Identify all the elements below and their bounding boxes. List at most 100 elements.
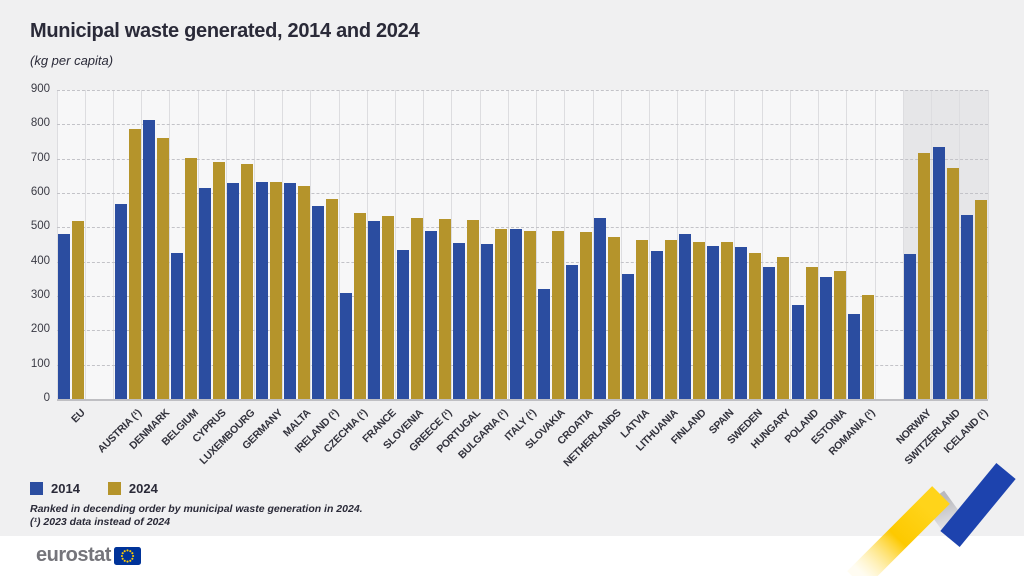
grid-vline [790,90,791,399]
bar-2014-sweden [735,246,748,399]
trend-zigzag-icon [847,463,1016,576]
bar-2014-finland [678,233,691,399]
grid-hline [57,158,988,160]
bar-2014-romania [848,313,861,399]
grid-hline [57,330,988,332]
grid-vline [253,90,255,399]
bar-2024-france [382,216,395,399]
bar-2024-bulgaria [495,229,508,399]
grid-vline [959,90,961,399]
chart-unit-label: (kg per capita) [30,53,114,68]
bar-2024-belgium [184,157,197,399]
grid-vline [56,90,58,399]
bar-2014-iceland [960,214,973,399]
grid-vline [874,90,876,399]
y-axis-tick-label: 700 [30,151,50,164]
bar-2024-poland [805,266,818,399]
grid-hline [57,90,988,91]
bar-2014-cyprus [199,188,212,399]
bar-2024-denmark [156,138,169,399]
grid-vline [338,90,340,399]
grid-vline [677,90,679,399]
bar-2014-eu [58,234,71,399]
grid-vline [479,90,481,399]
bar-2014-malta [283,183,296,399]
grid-vline [648,90,650,399]
y-axis-tick-label: 900 [30,83,50,95]
bar-2024-germany [269,182,282,399]
legend-item-2014: 2014 [30,481,80,496]
bar-2014-bulgaria [481,243,494,399]
bar-2014-denmark [142,120,155,399]
bar-2024-sweden [749,253,762,399]
bar-2014-czechia [340,292,353,399]
bar-2024-spain [720,242,733,399]
bar-2024-slovenia [410,218,423,399]
grid-hline [57,193,988,194]
y-axis-tick-label: 800 [30,117,50,130]
bar-2014-ireland [312,206,324,399]
footnotes: Ranked in decending order by municipal w… [30,503,363,528]
page-title: Municipal waste generated, 2014 and 2024 [30,20,420,42]
legend-swatch-2014 [30,482,43,495]
bar-chart-plot-area [56,90,989,401]
bar-2014-slovakia [537,289,550,399]
bar-2024-latvia [636,239,649,399]
bar-2024-greece [438,219,451,399]
bar-2024-lithuania [664,240,677,399]
bar-2014-belgium [170,253,183,399]
eurostat-logo-text: eurostat [36,544,111,566]
bar-2014-croatia [565,265,578,399]
bar-2024-romania [862,294,875,399]
y-axis-tick-label: 600 [30,186,50,198]
bar-2014-austria [114,204,127,399]
bar-2014-estonia [819,276,832,399]
y-axis-tick-label: 100 [30,357,50,370]
efta-shaded-region [903,90,988,399]
bar-2024-portugal [467,220,480,399]
grid-vline [197,90,199,399]
grid-hline [57,227,988,229]
grid-vline [169,90,171,399]
grid-vline [507,90,509,399]
grid-vline [366,90,368,399]
grid-vline [846,90,848,399]
bar-2024-hungary [777,256,790,399]
grid-vline [902,90,904,399]
y-axis-tick-label: 0 [43,392,50,404]
grid-vline [310,90,312,399]
grid-hline [57,296,988,297]
grid-vline [818,90,820,399]
y-axis-tick-label: 300 [30,289,50,301]
grid-vline [141,90,143,399]
grid-vline [282,90,284,399]
grid-vline [705,90,707,399]
bar-2024-netherlands [608,236,621,399]
grid-vline [84,90,86,399]
eu-flag-icon [113,546,141,565]
bar-2014-portugal [453,243,466,399]
bar-2014-greece [424,230,437,399]
bar-2014-norway [904,254,917,399]
bar-2014-latvia [622,274,635,399]
bar-2024-czechia [354,213,367,399]
bar-2014-spain [706,245,719,399]
bar-2024-malta [297,186,310,399]
y-axis-tick-label: 200 [30,323,50,336]
grid-vline [112,90,114,399]
bar-2014-hungary [763,266,776,399]
grid-vline [225,90,227,399]
bar-2024-norway [918,152,931,399]
bar-2024-switzerland [946,168,959,399]
bar-2014-slovenia [396,250,409,399]
bar-2024-cyprus [213,162,226,399]
bar-2014-lithuania [650,251,663,399]
bar-2014-france [368,221,381,399]
bar-2024-estonia [833,270,846,399]
bar-2014-luxembourg [227,183,240,399]
bar-2014-poland [791,304,804,399]
grid-vline [761,90,763,399]
y-axis-tick-label: 500 [30,220,50,233]
grid-vline [564,90,566,399]
eurostat-logo: eurostat [36,544,141,567]
